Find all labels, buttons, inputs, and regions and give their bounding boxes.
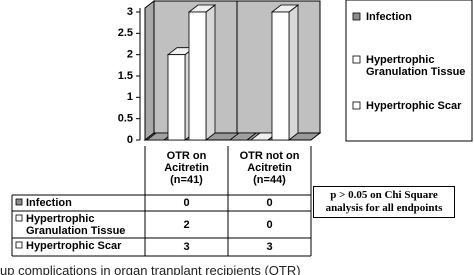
caption: up complications in organ tranplant reci… bbox=[0, 263, 301, 275]
y-tick-label: 3 bbox=[127, 6, 133, 18]
table-value: 3 bbox=[183, 241, 190, 253]
table-swatch bbox=[15, 198, 23, 206]
y-tick-label: 0.5 bbox=[118, 113, 133, 125]
table-swatch bbox=[15, 241, 23, 249]
y-tick-label: 1 bbox=[127, 91, 133, 103]
bar bbox=[270, 4, 300, 141]
row-label: Infection bbox=[26, 197, 72, 209]
category-label: OTR not on Acitretin (n=44) bbox=[239, 150, 300, 186]
y-tick-label: 0 bbox=[127, 134, 133, 146]
table-swatch bbox=[15, 214, 23, 222]
bar bbox=[228, 132, 258, 141]
table-value: 0 bbox=[266, 197, 273, 209]
legend-label: Hypertrophic Scar bbox=[366, 100, 462, 112]
row-label: Hypertrophic Granulation Tissue bbox=[26, 213, 126, 237]
legend-label: Hypertrophic Granulation Tissue bbox=[366, 54, 466, 78]
row-label: Hypertrophic Scar bbox=[26, 240, 122, 252]
side-wall bbox=[144, 0, 155, 142]
legend-swatch bbox=[352, 55, 361, 64]
y-tick-label: 2.5 bbox=[118, 27, 133, 39]
legend-box bbox=[345, 0, 473, 142]
table-value: 0 bbox=[266, 218, 273, 231]
y-tick-label: 2 bbox=[127, 49, 133, 61]
table-value: 2 bbox=[183, 218, 190, 231]
legend-swatch bbox=[352, 12, 361, 21]
bar bbox=[187, 4, 217, 141]
annotation: p > 0.05 on Chi Square analysis for all … bbox=[313, 186, 455, 218]
table-value: 0 bbox=[183, 197, 190, 209]
legend-label: Infection bbox=[366, 11, 412, 23]
table-value: 3 bbox=[266, 241, 273, 253]
legend-swatch bbox=[352, 101, 361, 110]
y-tick-label: 1.5 bbox=[118, 70, 133, 82]
category-label: OTR on Acitretin (n=41) bbox=[164, 150, 209, 186]
